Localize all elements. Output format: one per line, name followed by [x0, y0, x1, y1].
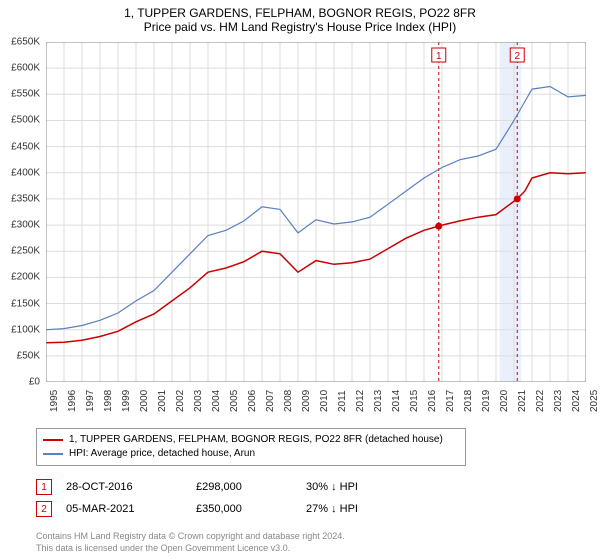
footer-line-1: Contains HM Land Registry data © Crown c…: [36, 530, 345, 542]
marker-table: 1 28-OCT-2016 £298,000 30% ↓ HPI 2 05-MA…: [36, 476, 576, 520]
marker-delta: 27% ↓ HPI: [306, 503, 426, 515]
y-axis-labels: £0£50K£100K£150K£200K£250K£300K£350K£400…: [0, 42, 44, 382]
footer-line-2: This data is licensed under the Open Gov…: [36, 542, 345, 554]
legend-swatch-property: [43, 439, 63, 441]
svg-text:2: 2: [514, 51, 520, 62]
legend: 1, TUPPER GARDENS, FELPHAM, BOGNOR REGIS…: [36, 428, 466, 466]
page-title: 1, TUPPER GARDENS, FELPHAM, BOGNOR REGIS…: [0, 6, 600, 20]
marker-delta: 30% ↓ HPI: [306, 481, 426, 493]
marker-price: £298,000: [196, 481, 306, 493]
legend-label-property: 1, TUPPER GARDENS, FELPHAM, BOGNOR REGIS…: [69, 433, 443, 447]
page-subtitle: Price paid vs. HM Land Registry's House …: [0, 20, 600, 34]
marker-row: 2 05-MAR-2021 £350,000 27% ↓ HPI: [36, 498, 576, 520]
marker-badge-1: 1: [36, 479, 52, 495]
marker-date: 05-MAR-2021: [66, 503, 196, 515]
legend-label-hpi: HPI: Average price, detached house, Arun: [69, 447, 255, 461]
svg-text:1: 1: [436, 51, 442, 62]
footer: Contains HM Land Registry data © Crown c…: [36, 530, 345, 554]
x-axis-labels: 1995199619971998199920002001200220032004…: [46, 384, 586, 424]
marker-price: £350,000: [196, 503, 306, 515]
price-chart: 12: [46, 42, 586, 382]
marker-date: 28-OCT-2016: [66, 481, 196, 493]
legend-swatch-hpi: [43, 453, 63, 455]
marker-badge-2: 2: [36, 501, 52, 517]
marker-row: 1 28-OCT-2016 £298,000 30% ↓ HPI: [36, 476, 576, 498]
